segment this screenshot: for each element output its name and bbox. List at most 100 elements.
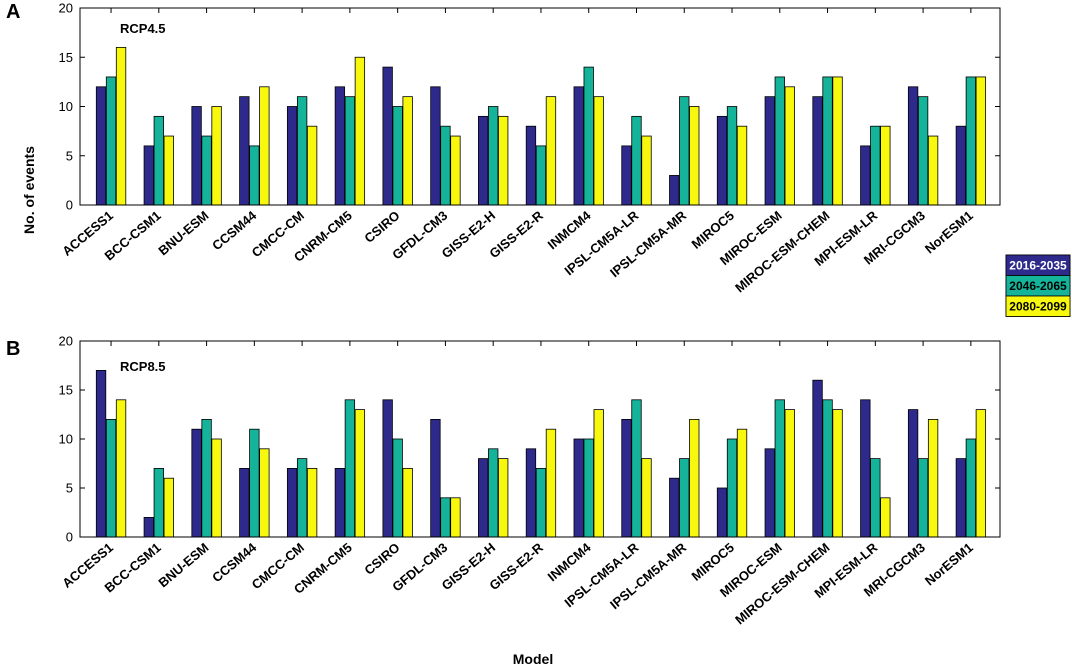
panel-letter: A	[6, 1, 20, 23]
bar-2046-2065-MIROC-ESM-CHEM	[822, 399, 833, 538]
bar-2016-2035-MIROC-ESM	[764, 96, 775, 206]
bar-2080-2099-CNRM-CM5	[354, 409, 366, 538]
bar-2016-2035-INMCM4	[573, 438, 584, 538]
bar-2080-2099-MRI-CGCM3	[927, 418, 939, 538]
bar-2046-2065-MIROC-ESM	[774, 399, 785, 538]
bar-2016-2035-NorESM1	[955, 458, 967, 538]
bar-2080-2099-BNU-ESM	[211, 106, 222, 206]
y-tick-label: 5	[66, 148, 73, 163]
bar-2080-2099-INMCM4	[593, 409, 604, 538]
bar-2080-2099-CCSM44	[259, 86, 270, 206]
bar-2080-2099-MIROC5	[736, 428, 748, 538]
y-tick-label: 0	[66, 530, 73, 545]
bar-2080-2099-IPSL-CM5A-MR	[689, 418, 700, 538]
bar-2046-2065-BCC-CSM1	[153, 115, 164, 206]
y-tick-label: 0	[66, 198, 73, 213]
bar-2080-2099-CMCC-CM	[306, 467, 318, 538]
legend-label: 2046-2065	[1009, 279, 1067, 293]
bar-2080-2099-INMCM4	[593, 96, 604, 206]
bar-2046-2065-BCC-CSM1	[153, 467, 164, 538]
bar-2080-2099-IPSL-CM5A-LR	[641, 458, 652, 538]
bar-2046-2065-IPSL-CM5A-MR	[679, 96, 690, 206]
bar-2080-2099-GISS-E2-H	[498, 115, 509, 206]
bar-2016-2035-CSIRO	[382, 399, 393, 538]
bar-2080-2099-GFDL-CM3	[450, 135, 461, 206]
legend-swatch-2080-2099	[1005, 295, 1071, 317]
bar-2016-2035-CNRM-CM5	[334, 467, 346, 538]
x-tick-label: GISS-E2-R	[486, 207, 546, 261]
y-axis-label: No. of events	[21, 146, 37, 234]
bar-2046-2065-MRI-CGCM3	[917, 96, 929, 206]
y-tick-label: 15	[59, 50, 73, 65]
bar-2016-2035-CMCC-CM	[286, 106, 298, 206]
bar-2016-2035-MPI-ESM-LR	[860, 145, 871, 206]
bar-2016-2035-ACCESS1	[95, 369, 107, 538]
bar-2016-2035-GISS-E2-H	[478, 458, 489, 538]
bar-2046-2065-MIROC-ESM-CHEM	[822, 76, 833, 206]
bar-2080-2099-NorESM1	[975, 76, 987, 206]
bar-2046-2065-IPSL-CM5A-LR	[631, 399, 642, 538]
legend-label: 2016-2035	[1009, 259, 1067, 273]
scenario-label: RCP8.5	[120, 359, 166, 374]
bar-2046-2065-BNU-ESM	[201, 135, 212, 206]
bar-2080-2099-IPSL-CM5A-MR	[689, 106, 700, 206]
bar-2080-2099-GFDL-CM3	[450, 497, 461, 538]
bar-2016-2035-MIROC5	[716, 115, 728, 206]
bar-2080-2099-CCSM44	[259, 448, 270, 538]
bar-2080-2099-GISS-E2-R	[545, 428, 557, 538]
bar-2016-2035-MIROC-ESM-CHEM	[812, 96, 823, 206]
bar-2016-2035-MRI-CGCM3	[907, 86, 919, 206]
panel-b: 05101520ACCESS1BCC-CSM1BNU-ESMCCSM44CMCC…	[6, 334, 1001, 627]
bar-2016-2035-IPSL-CM5A-LR	[621, 418, 632, 538]
bar-2080-2099-BCC-CSM1	[163, 135, 174, 206]
bar-2016-2035-BNU-ESM	[191, 106, 202, 206]
bar-2080-2099-MIROC-ESM	[784, 86, 795, 206]
bar-2046-2065-CSIRO	[392, 106, 403, 206]
x-tick-label: CSIRO	[361, 208, 402, 246]
bar-2016-2035-CMCC-CM	[286, 467, 298, 538]
bar-2080-2099-MPI-ESM-LR	[880, 497, 891, 538]
bar-2080-2099-CSIRO	[402, 467, 413, 538]
bar-2016-2035-IPSL-CM5A-MR	[669, 477, 680, 538]
bar-2046-2065-IPSL-CM5A-LR	[631, 115, 642, 206]
bar-2046-2065-CCSM44	[249, 428, 260, 538]
bar-2046-2065-ACCESS1	[105, 418, 117, 538]
bar-2046-2065-MPI-ESM-LR	[870, 125, 881, 206]
bar-2080-2099-MPI-ESM-LR	[880, 125, 891, 206]
panel-a: 05101520ACCESS1BCC-CSM1BNU-ESMCCSM44CMCC…	[6, 1, 1001, 295]
bar-2046-2065-NorESM1	[965, 76, 977, 206]
bar-2016-2035-MRI-CGCM3	[907, 409, 919, 538]
bar-2016-2035-CCSM44	[239, 96, 250, 206]
x-axis-label: Model	[513, 651, 553, 667]
bar-2016-2035-MIROC5	[716, 487, 728, 538]
bar-2046-2065-MIROC-ESM	[774, 76, 785, 206]
bar-2046-2065-GISS-E2-R	[535, 467, 547, 538]
axes-frame	[79, 7, 1001, 206]
bar-2016-2035-NorESM1	[955, 125, 967, 206]
bar-2046-2065-MIROC5	[726, 106, 738, 206]
bar-2016-2035-GISS-E2-R	[525, 125, 537, 206]
y-tick-label: 10	[59, 99, 73, 114]
bar-2080-2099-CSIRO	[402, 96, 413, 206]
bar-2046-2065-NorESM1	[965, 438, 977, 538]
bar-2016-2035-GISS-E2-H	[478, 115, 489, 206]
legend: 2016-2035 2046-2065 2080-2099	[1005, 254, 1071, 317]
bar-2046-2065-CMCC-CM	[296, 458, 308, 538]
bar-2016-2035-MPI-ESM-LR	[860, 399, 871, 538]
bar-2046-2065-GISS-E2-R	[535, 145, 547, 206]
bar-2080-2099-IPSL-CM5A-LR	[641, 135, 652, 206]
y-tick-label: 10	[59, 432, 73, 447]
bar-2080-2099-MIROC-ESM-CHEM	[832, 76, 843, 206]
bar-2016-2035-ACCESS1	[95, 86, 107, 206]
bar-2046-2065-GISS-E2-H	[488, 106, 499, 206]
bar-2016-2035-MIROC-ESM-CHEM	[812, 379, 823, 538]
bar-2016-2035-MIROC-ESM	[764, 448, 775, 538]
bar-2080-2099-CNRM-CM5	[354, 56, 366, 206]
legend-label: 2080-2099	[1009, 300, 1067, 314]
x-tick-label: GISS-E2-R	[486, 539, 546, 593]
axes-frame	[79, 340, 1001, 538]
bar-2016-2035-GFDL-CM3	[430, 418, 441, 538]
bar-2016-2035-CCSM44	[239, 467, 250, 538]
bar-2016-2035-INMCM4	[573, 86, 584, 206]
y-tick-label: 20	[59, 1, 73, 16]
